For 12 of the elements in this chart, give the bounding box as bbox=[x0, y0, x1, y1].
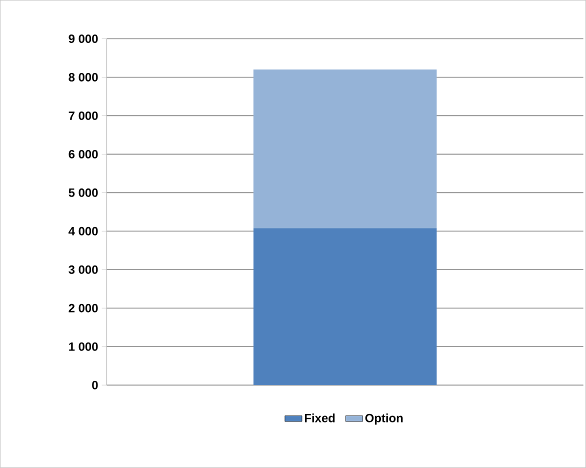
legend-label: Fixed bbox=[304, 414, 335, 422]
y-tick-label: 2 000 bbox=[68, 304, 98, 312]
y-tick-label: 5 000 bbox=[68, 188, 98, 197]
legend-label: Option bbox=[365, 414, 403, 425]
y-tick-label: 0 bbox=[92, 380, 98, 390]
y-tick-label: 1 000 bbox=[69, 342, 98, 351]
y-tick-label: 8 000 bbox=[68, 73, 98, 82]
y-tick-label: 7 000 bbox=[68, 112, 98, 120]
y-tick-label: 3 000 bbox=[68, 265, 98, 274]
y-tick-label: 9 000 bbox=[68, 34, 98, 44]
y-tick-label: 6 000 bbox=[68, 150, 98, 158]
y-tick-label: 4 000 bbox=[68, 226, 98, 236]
